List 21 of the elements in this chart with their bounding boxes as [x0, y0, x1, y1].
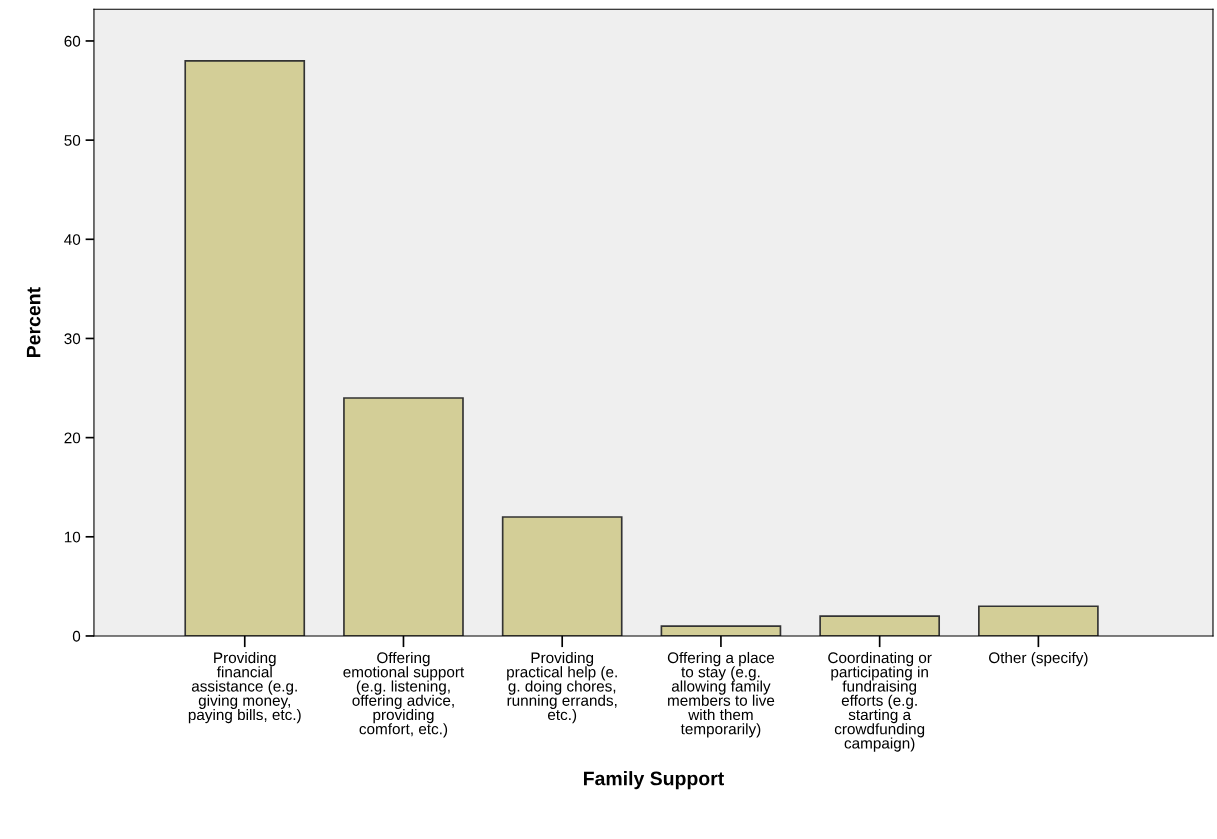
x-tick-label: Offering a place to stay (e.g. allowing family members to live with them temporarily) [667, 651, 775, 738]
y-tick-label: 0 [72, 630, 81, 642]
bar [819, 615, 941, 636]
y-tick-label: 30 [64, 333, 81, 345]
bar [660, 625, 782, 636]
y-axis-title: Percent [26, 287, 41, 357]
y-tick-label: 20 [64, 432, 81, 444]
y-tick-label: 10 [64, 531, 81, 543]
x-tick-label: Providing financial assistance (e.g. giving money, paying bills, etc.) [188, 651, 301, 724]
y-tick-label: 40 [64, 234, 81, 245]
x-tick-label: Offering emotional support (e.g. listening, offering advice, providing comfort, etc.) [343, 651, 465, 738]
bar [501, 516, 623, 636]
x-tick-label: Other (specify) [989, 651, 1088, 667]
x-axis-title: Family Support [584, 771, 724, 790]
x-tick-label: Coordinating or participating in fundraising efforts (e.g. starting a crowdfunding campaign) [828, 651, 932, 752]
x-tick-label: Providing practical help (e. g. doing chores, running errands, etc.) [507, 651, 617, 724]
y-tick-label: 60 [64, 35, 81, 47]
bar [184, 59, 306, 636]
y-tick-label: 50 [64, 135, 81, 146]
bar [978, 605, 1099, 636]
bar [343, 397, 464, 636]
